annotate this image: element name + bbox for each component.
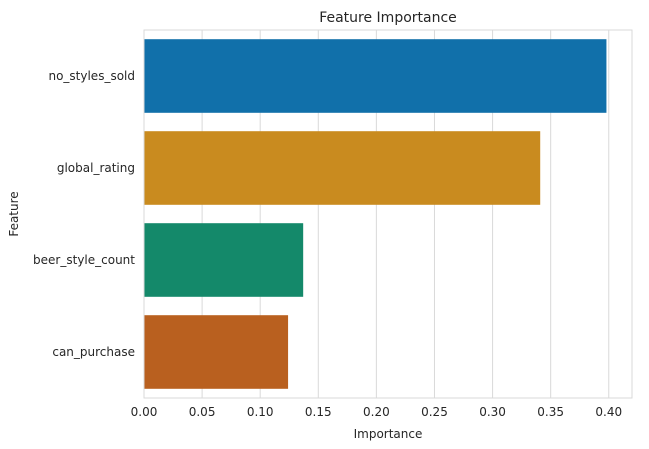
- y-axis-label: Feature: [7, 191, 21, 236]
- y-tick-label: beer_style_count: [33, 253, 135, 267]
- bar-can-purchase: [144, 315, 289, 389]
- bar-global-rating: [144, 131, 541, 205]
- bar-beer-style-count: [144, 223, 304, 297]
- plot-frame: [143, 29, 633, 399]
- y-tick-label: can_purchase: [52, 345, 135, 359]
- x-tick-labels: 0.00 0.05 0.10 0.15 0.20 0.25 0.30 0.35 0.40: [131, 405, 622, 419]
- chart-title: Feature Importance: [319, 10, 457, 26]
- x-tick-label: 0.20: [363, 405, 390, 419]
- y-tick-labels: no_styles_sold global_rating beer_style_co…: [33, 69, 135, 359]
- x-axis-label: Importance: [354, 427, 423, 441]
- x-tick-label: 0.25: [421, 405, 448, 419]
- x-tick-label: 0.30: [479, 405, 506, 419]
- x-tick-label: 0.05: [189, 405, 216, 419]
- bars: [144, 39, 607, 389]
- x-tick-label: 0.10: [247, 405, 274, 419]
- y-tick-label: no_styles_sold: [48, 69, 135, 83]
- x-tick-label: 0.00: [131, 405, 158, 419]
- y-tick-label: global_rating: [57, 161, 135, 175]
- bar-no-styles-sold: [144, 39, 607, 113]
- x-tick-label: 0.15: [305, 405, 332, 419]
- x-tick-label: 0.40: [595, 405, 622, 419]
- x-tick-label: 0.35: [537, 405, 564, 419]
